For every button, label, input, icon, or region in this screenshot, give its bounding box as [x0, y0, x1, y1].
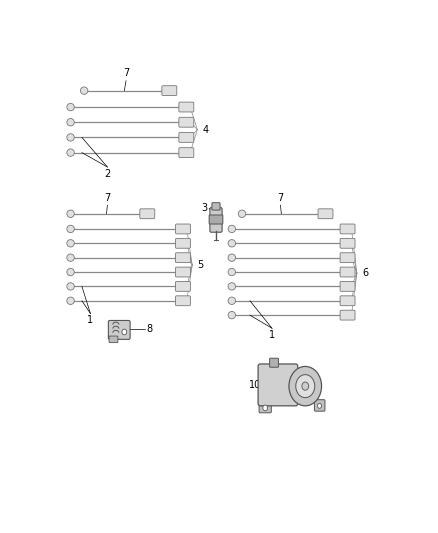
Circle shape: [296, 375, 315, 398]
Text: 4: 4: [202, 125, 208, 135]
FancyBboxPatch shape: [340, 238, 355, 248]
Text: 7: 7: [123, 68, 129, 78]
Circle shape: [318, 403, 321, 408]
Circle shape: [263, 405, 268, 411]
FancyBboxPatch shape: [340, 281, 355, 292]
Text: 1: 1: [87, 315, 93, 325]
Text: 9: 9: [258, 398, 265, 408]
Circle shape: [302, 382, 309, 390]
FancyBboxPatch shape: [270, 358, 279, 367]
FancyBboxPatch shape: [340, 224, 355, 234]
FancyBboxPatch shape: [176, 253, 191, 263]
Ellipse shape: [238, 210, 246, 217]
Ellipse shape: [67, 240, 74, 247]
FancyBboxPatch shape: [179, 117, 194, 127]
FancyBboxPatch shape: [179, 102, 194, 112]
Ellipse shape: [228, 311, 236, 319]
Text: 7: 7: [104, 192, 110, 203]
FancyBboxPatch shape: [176, 267, 191, 277]
Ellipse shape: [67, 268, 74, 276]
FancyBboxPatch shape: [318, 209, 333, 219]
FancyBboxPatch shape: [212, 203, 220, 210]
Text: 8: 8: [146, 324, 152, 334]
FancyBboxPatch shape: [179, 148, 194, 158]
Text: 2: 2: [104, 168, 110, 179]
FancyBboxPatch shape: [340, 296, 355, 306]
Ellipse shape: [228, 225, 236, 232]
Text: 1: 1: [269, 330, 275, 340]
FancyBboxPatch shape: [314, 400, 325, 411]
Ellipse shape: [67, 225, 74, 232]
Ellipse shape: [67, 282, 74, 290]
FancyBboxPatch shape: [108, 320, 130, 340]
Text: 10: 10: [249, 380, 261, 390]
Circle shape: [122, 329, 127, 335]
Ellipse shape: [67, 134, 74, 141]
Ellipse shape: [81, 87, 88, 94]
Ellipse shape: [67, 210, 74, 217]
Ellipse shape: [67, 118, 74, 126]
FancyBboxPatch shape: [176, 238, 191, 248]
Ellipse shape: [228, 282, 236, 290]
Circle shape: [289, 366, 321, 406]
Text: 7: 7: [277, 192, 284, 203]
FancyBboxPatch shape: [209, 215, 223, 224]
FancyBboxPatch shape: [259, 401, 271, 413]
Ellipse shape: [228, 268, 236, 276]
FancyBboxPatch shape: [176, 281, 191, 292]
FancyBboxPatch shape: [176, 224, 191, 234]
FancyBboxPatch shape: [109, 336, 118, 343]
Text: 5: 5: [197, 260, 204, 270]
FancyBboxPatch shape: [176, 296, 191, 306]
Text: 3: 3: [201, 204, 208, 213]
Ellipse shape: [67, 297, 74, 304]
FancyBboxPatch shape: [340, 310, 355, 320]
Ellipse shape: [67, 254, 74, 261]
Ellipse shape: [228, 297, 236, 304]
Text: 6: 6: [362, 268, 368, 278]
FancyBboxPatch shape: [140, 209, 155, 219]
FancyBboxPatch shape: [210, 207, 222, 232]
Ellipse shape: [228, 240, 236, 247]
FancyBboxPatch shape: [162, 86, 177, 95]
Ellipse shape: [67, 149, 74, 156]
FancyBboxPatch shape: [179, 133, 194, 142]
Ellipse shape: [228, 254, 236, 261]
Ellipse shape: [67, 103, 74, 111]
FancyBboxPatch shape: [258, 364, 298, 406]
FancyBboxPatch shape: [340, 253, 355, 263]
FancyBboxPatch shape: [340, 267, 355, 277]
